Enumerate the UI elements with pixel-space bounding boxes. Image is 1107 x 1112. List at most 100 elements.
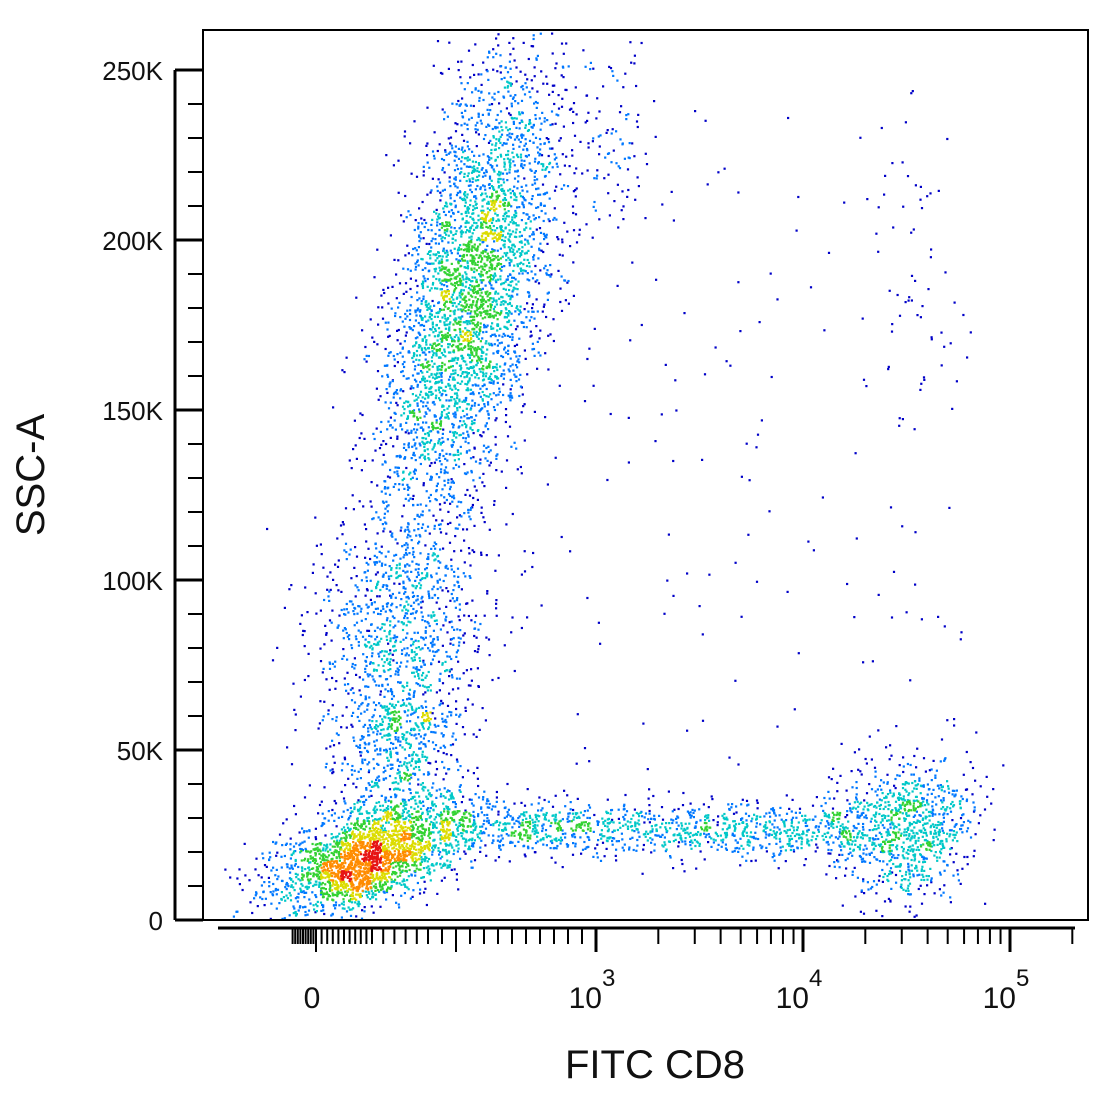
event-point bbox=[408, 326, 411, 329]
event-point bbox=[438, 181, 442, 184]
event-point bbox=[413, 454, 416, 457]
event-point bbox=[449, 215, 453, 218]
event-point bbox=[449, 453, 452, 456]
event-point bbox=[457, 248, 460, 251]
event-point bbox=[374, 542, 377, 545]
event-point bbox=[307, 836, 310, 839]
event-point bbox=[524, 238, 527, 241]
event-point bbox=[427, 807, 430, 810]
event-point bbox=[305, 891, 308, 894]
event-point bbox=[433, 403, 436, 406]
event-point bbox=[344, 542, 348, 545]
event-point bbox=[488, 806, 491, 809]
event-point bbox=[490, 287, 493, 290]
event-point bbox=[449, 351, 452, 354]
event-point bbox=[555, 847, 558, 850]
event-point bbox=[573, 836, 577, 839]
event-point bbox=[425, 795, 428, 798]
event-point bbox=[627, 188, 630, 192]
event-point bbox=[410, 604, 413, 607]
event-point bbox=[440, 699, 443, 702]
event-point bbox=[413, 368, 416, 371]
event-point bbox=[420, 783, 423, 786]
event-point bbox=[422, 401, 425, 404]
event-point bbox=[347, 683, 350, 686]
event-point bbox=[394, 673, 397, 676]
event-point bbox=[975, 731, 978, 734]
event-point bbox=[847, 852, 850, 856]
event-point bbox=[326, 588, 329, 591]
event-point bbox=[375, 387, 378, 390]
event-point bbox=[722, 822, 725, 825]
event-point bbox=[363, 723, 367, 726]
event-point bbox=[500, 155, 503, 158]
event-point bbox=[358, 719, 361, 722]
event-point bbox=[450, 674, 454, 677]
event-point bbox=[642, 848, 645, 851]
event-point bbox=[412, 247, 415, 251]
event-point bbox=[475, 489, 478, 492]
event-point bbox=[519, 373, 522, 376]
event-point bbox=[531, 87, 534, 90]
event-point bbox=[694, 110, 697, 113]
event-point bbox=[532, 347, 536, 351]
event-point bbox=[530, 169, 533, 172]
event-point bbox=[330, 914, 333, 917]
event-point bbox=[593, 177, 596, 180]
event-point bbox=[543, 175, 547, 178]
event-point bbox=[413, 631, 416, 634]
event-point bbox=[485, 422, 488, 425]
event-point bbox=[373, 744, 377, 747]
event-point bbox=[708, 573, 711, 576]
event-point bbox=[684, 843, 687, 846]
event-point bbox=[526, 190, 529, 193]
event-point bbox=[345, 706, 348, 709]
event-point bbox=[399, 455, 402, 458]
event-point bbox=[375, 778, 378, 781]
event-point bbox=[500, 470, 503, 473]
event-point bbox=[294, 813, 297, 816]
event-point bbox=[922, 800, 925, 803]
event-point bbox=[543, 798, 546, 802]
event-point bbox=[410, 707, 414, 710]
event-point bbox=[472, 496, 475, 500]
event-point bbox=[455, 164, 458, 167]
event-point bbox=[405, 665, 408, 668]
event-point bbox=[621, 142, 624, 145]
event-point bbox=[531, 307, 534, 310]
event-point bbox=[283, 854, 286, 858]
event-point bbox=[509, 113, 512, 117]
event-point bbox=[375, 669, 378, 672]
event-point bbox=[366, 763, 369, 766]
event-point bbox=[514, 170, 517, 173]
event-point bbox=[424, 353, 427, 356]
event-point bbox=[518, 127, 521, 130]
event-point bbox=[468, 178, 471, 181]
event-point bbox=[465, 451, 468, 454]
event-point bbox=[365, 588, 369, 591]
event-point bbox=[503, 76, 506, 79]
event-point bbox=[472, 391, 475, 394]
event-point bbox=[660, 413, 663, 416]
event-point bbox=[559, 137, 562, 140]
event-point bbox=[862, 848, 865, 851]
event-point bbox=[401, 870, 404, 873]
event-point bbox=[514, 222, 517, 225]
event-point bbox=[513, 344, 516, 348]
event-point bbox=[507, 275, 510, 278]
event-point bbox=[956, 873, 960, 876]
event-point bbox=[353, 769, 356, 772]
event-point bbox=[501, 129, 504, 132]
event-point bbox=[912, 228, 915, 231]
event-point bbox=[646, 768, 649, 771]
event-point bbox=[335, 719, 338, 722]
event-point bbox=[386, 505, 389, 508]
event-point bbox=[427, 793, 431, 796]
event-point bbox=[384, 798, 387, 801]
event-point bbox=[508, 128, 511, 131]
event-point bbox=[844, 874, 847, 877]
event-point bbox=[523, 550, 526, 553]
event-point bbox=[653, 843, 656, 846]
event-point bbox=[460, 235, 463, 238]
event-point bbox=[756, 807, 759, 810]
